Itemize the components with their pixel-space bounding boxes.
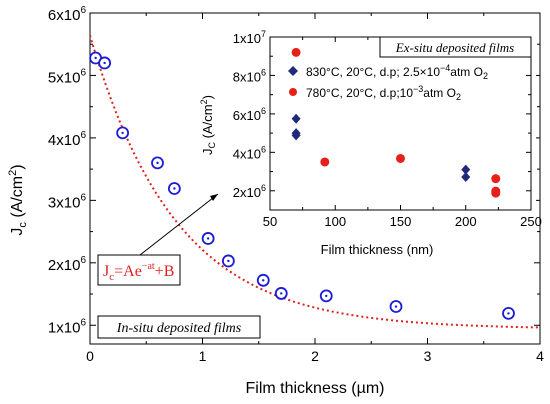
main-data-point bbox=[116, 126, 130, 140]
main-y-tick-label: 3x106 bbox=[48, 192, 87, 211]
main-y-tick-label: 4x106 bbox=[48, 130, 87, 149]
main-data-point bbox=[502, 306, 515, 320]
in-situ-label: In-situ deposited films bbox=[116, 321, 242, 336]
inset-background bbox=[262, 34, 536, 213]
legend-entry-780: 780°C, 20°C, d.p;10−3atm O2 bbox=[306, 84, 461, 102]
main-data-point bbox=[151, 156, 164, 170]
inset-data-points bbox=[291, 47, 501, 198]
inset-x-tick-label: 150 bbox=[390, 214, 412, 229]
inset-x-tick-label: 50 bbox=[263, 214, 277, 229]
main-y-tick-label: 2x106 bbox=[48, 255, 87, 274]
inset-x-tick-label: 100 bbox=[324, 214, 346, 229]
main-data-point bbox=[167, 182, 181, 195]
inset-y-tick-label: 6x106 bbox=[233, 106, 266, 123]
fit-equation: Jc=Ae−at+B bbox=[103, 261, 174, 283]
inset-diamond-point bbox=[461, 164, 471, 175]
inset-title: Ex-situ deposited films bbox=[395, 40, 514, 55]
legend-marker-diamond bbox=[288, 66, 298, 76]
inset-y-axis-label: JC (A/cm2) bbox=[199, 95, 217, 155]
in-situ-label-box bbox=[97, 315, 261, 339]
main-x-axis-label: Film thickness (µm) bbox=[246, 380, 385, 397]
inset-y-tick-label: 4x106 bbox=[233, 144, 266, 161]
main-x-tick-label: 1 bbox=[199, 348, 207, 364]
inset-circle-point bbox=[291, 47, 301, 57]
main-data-points bbox=[89, 51, 515, 320]
inset-circle-point bbox=[491, 174, 501, 184]
main-x-tick-label: 3 bbox=[424, 348, 432, 364]
inset-y-tick-label: 1x107 bbox=[233, 29, 266, 46]
main-y-tick-label: 1x106 bbox=[48, 317, 87, 336]
fit-annotation-arrowhead bbox=[210, 194, 218, 201]
inset-circle-point bbox=[491, 188, 501, 198]
inset-x-axis-label: Film thickness (nm) bbox=[321, 242, 434, 257]
inset-title-box bbox=[379, 36, 532, 58]
fit-annotation-arrow bbox=[139, 193, 219, 256]
main-data-point bbox=[221, 254, 235, 268]
fit-equation-box bbox=[97, 254, 181, 286]
inset-x-tick-label: 250 bbox=[520, 214, 542, 229]
main-data-point bbox=[389, 300, 403, 313]
main-y-tick-label: 5x106 bbox=[48, 67, 87, 86]
main-axis-ticks: 0 1 2 3 4 1x106 2x106 3x106 4x106 5x106 6x106 bbox=[48, 5, 544, 364]
inset-x-tick-label: 200 bbox=[455, 214, 477, 229]
inset-diamond-point bbox=[461, 171, 471, 182]
inset-y-tick-label: 2x106 bbox=[233, 183, 266, 200]
main-x-tick-label: 0 bbox=[86, 348, 94, 364]
inset-circle-point bbox=[320, 157, 330, 167]
inset-diamond-point bbox=[291, 130, 301, 141]
main-data-point bbox=[274, 287, 288, 300]
inset-axis-ticks: 50 100 150 200 250 2x106 4x106 6x106 8x106 1x107 bbox=[233, 29, 542, 229]
main-x-tick-label: 4 bbox=[536, 348, 544, 364]
main-x-tick-label: 2 bbox=[311, 348, 319, 364]
inset-diamond-point bbox=[291, 113, 301, 124]
legend-marker-circle bbox=[289, 88, 297, 96]
inset-y-tick-label: 8x106 bbox=[233, 67, 266, 84]
main-data-point bbox=[201, 232, 215, 245]
legend-entry-830: 830°C, 20°C, d.p; 2.5×10−4atm O2 bbox=[306, 63, 488, 81]
main-data-point bbox=[98, 56, 112, 70]
main-data-point bbox=[319, 289, 333, 303]
main-data-point bbox=[256, 273, 270, 287]
inset-circle-point bbox=[396, 153, 405, 163]
main-y-axis-label: Jc (A/cm2) bbox=[7, 164, 29, 235]
main-y-tick-label: 6x106 bbox=[48, 5, 87, 24]
